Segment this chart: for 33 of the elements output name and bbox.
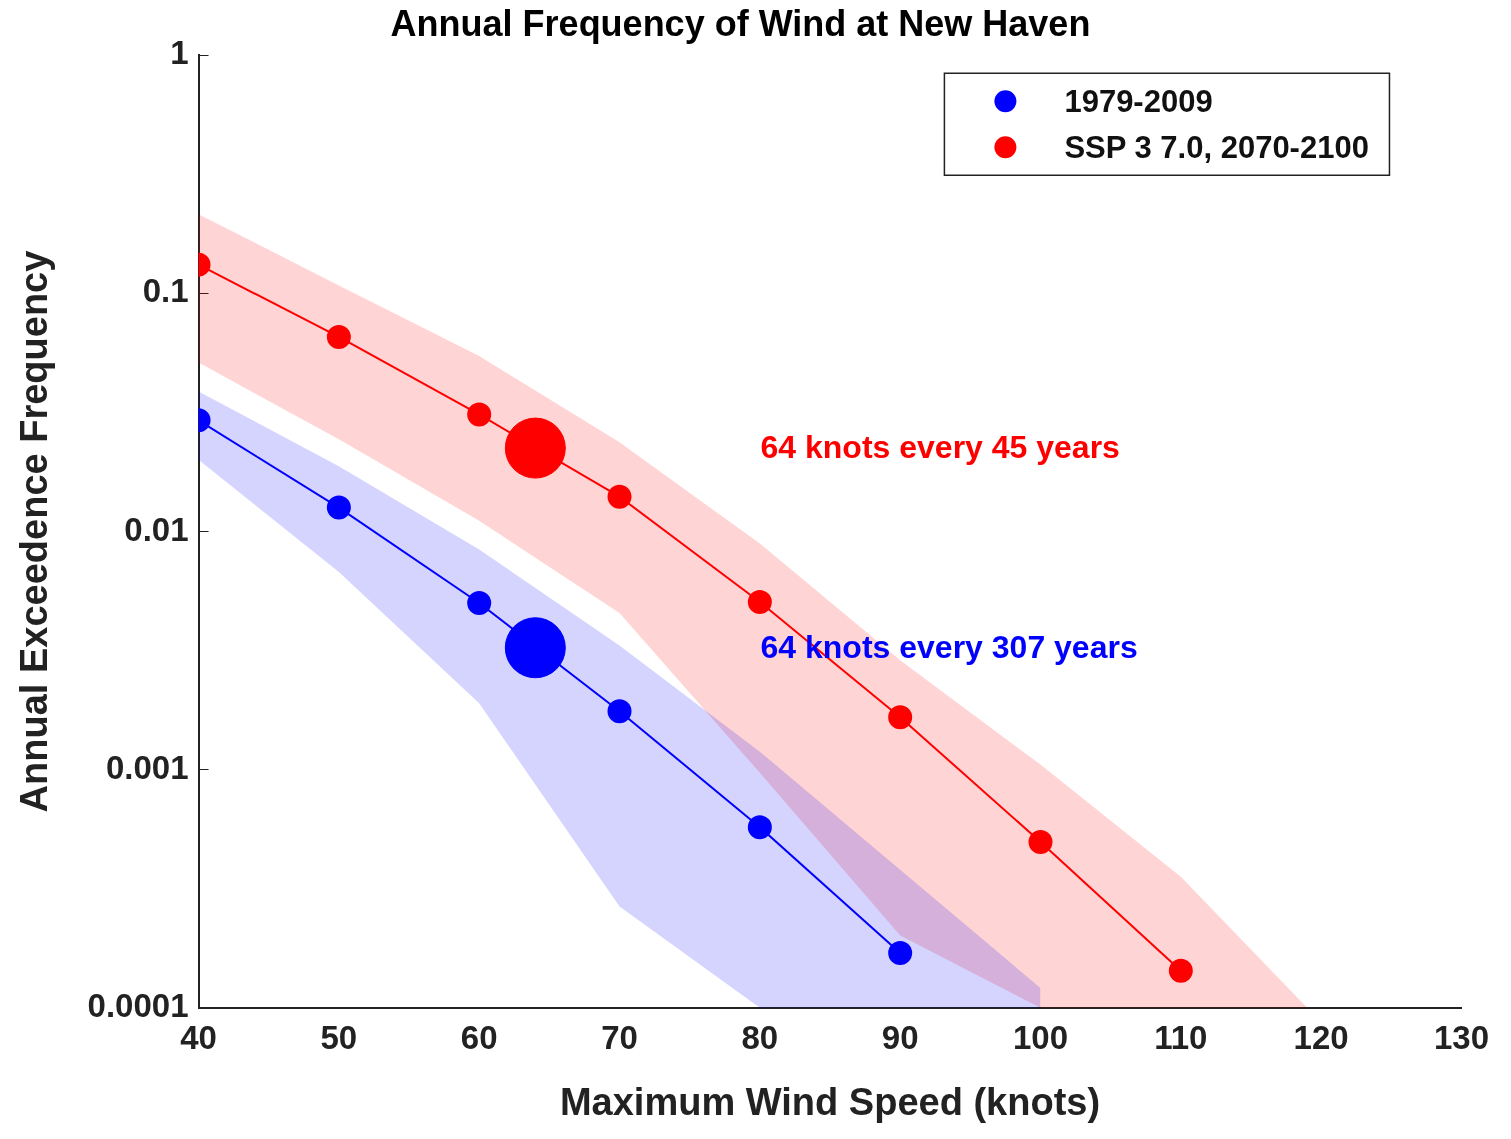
- point: [504, 417, 566, 479]
- x-tick-label: 120: [1293, 1018, 1349, 1056]
- point: [888, 705, 913, 730]
- point: [326, 324, 351, 349]
- y-tick-label: 1: [170, 34, 189, 72]
- x-tick-label: 80: [741, 1018, 779, 1056]
- y-axis-title: Annual Exceedence Frequency: [13, 250, 56, 813]
- point: [1028, 829, 1053, 854]
- x-tick-label: 100: [1012, 1018, 1069, 1056]
- x-axis-title: Maximum Wind Speed (knots): [559, 1080, 1101, 1123]
- point: [1168, 958, 1193, 983]
- x-tick-label: 60: [460, 1018, 498, 1056]
- x-tick-label: 50: [320, 1018, 358, 1056]
- point: [326, 495, 351, 520]
- x-tick-label: 70: [601, 1018, 638, 1056]
- y-tick-label: 0.01: [124, 510, 189, 548]
- point: [467, 590, 492, 615]
- x-tick-label: 130: [1433, 1018, 1489, 1056]
- point: [747, 815, 772, 840]
- chart-title: Annual Frequency of Wind at New Haven: [390, 2, 1091, 44]
- point: [504, 617, 566, 679]
- x-tick-label: 110: [1154, 1018, 1208, 1056]
- y-tick-label: 0.001: [105, 748, 189, 786]
- point: [607, 699, 632, 724]
- legend-label: 1979-2009: [1064, 83, 1213, 119]
- point: [607, 484, 632, 509]
- y-tick-label: 0.1: [142, 272, 189, 310]
- point: [467, 402, 492, 427]
- point: [888, 940, 913, 965]
- x-tick-label: 90: [881, 1018, 919, 1056]
- annotation: 64 knots every 45 years: [760, 429, 1120, 466]
- point: [747, 589, 772, 614]
- legend-label: SSP 3 7.0, 2070-2100: [1064, 129, 1369, 165]
